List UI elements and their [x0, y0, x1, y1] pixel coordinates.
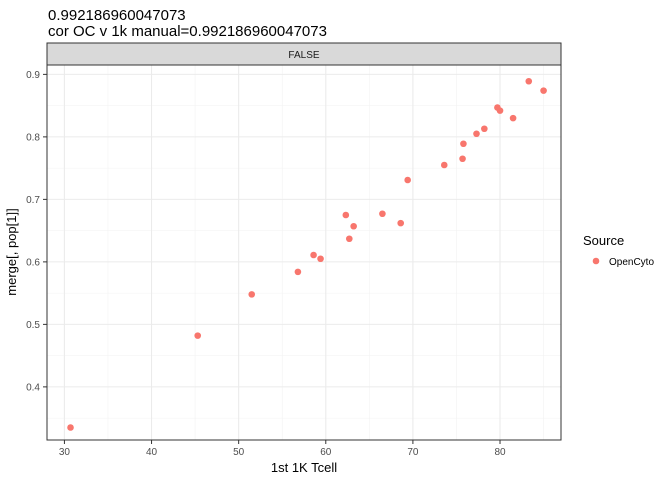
data-point — [509, 114, 517, 122]
chart-subtitle: cor OC v 1k manual=0.992186960047073 — [48, 23, 327, 40]
data-point — [317, 255, 324, 263]
x-tick-label: 80 — [494, 447, 506, 458]
data-point — [473, 130, 480, 138]
data-point — [525, 77, 533, 85]
data-point — [379, 210, 386, 218]
plot-panel-border — [46, 64, 562, 441]
y-tick-label: 0.9 — [26, 70, 40, 81]
data-point — [310, 251, 317, 259]
data-point — [540, 87, 547, 94]
y-axis-title: merge[, pop[1]] — [4, 208, 19, 295]
major-gridlines — [47, 65, 561, 440]
y-tick-label: 0.5 — [26, 320, 40, 331]
x-tick-label: 50 — [233, 447, 245, 458]
data-point — [194, 332, 202, 339]
y-tick-label: 0.7 — [26, 195, 40, 206]
data-point — [346, 235, 353, 243]
x-axis-title: 1st 1K Tcell — [271, 460, 337, 475]
legend: Source OpenCyto — [583, 233, 654, 268]
x-axis: 30 40 50 60 70 80 — [59, 440, 506, 458]
data-point — [404, 176, 411, 184]
data-point — [481, 125, 488, 133]
legend-key-opencyto — [592, 257, 600, 265]
y-axis: 0.4 0.5 0.6 0.7 0.8 0.9 — [26, 70, 47, 393]
data-point — [248, 291, 256, 298]
data-points — [67, 77, 547, 431]
x-tick-label: 30 — [59, 447, 71, 458]
minor-gridlines — [47, 65, 561, 440]
x-tick-label: 60 — [320, 447, 332, 458]
plot-panel — [47, 65, 561, 440]
data-point — [459, 155, 466, 163]
y-tick-label: 0.6 — [26, 257, 40, 268]
y-tick-label: 0.4 — [26, 382, 40, 393]
data-point — [397, 219, 405, 227]
y-tick-label: 0.8 — [26, 132, 40, 143]
data-point — [440, 161, 448, 169]
data-point — [460, 140, 467, 148]
data-point — [67, 424, 74, 431]
legend-label-opencyto: OpenCyto — [609, 257, 654, 268]
x-tick-label: 40 — [146, 447, 158, 458]
facet-strip-label: FALSE — [288, 50, 319, 61]
data-point — [342, 211, 350, 219]
data-point — [350, 222, 357, 230]
chart-title: 0.992186960047073 — [48, 7, 186, 24]
x-tick-label: 70 — [407, 447, 419, 458]
legend-title: Source — [583, 233, 624, 248]
data-point — [496, 107, 504, 114]
data-point — [294, 268, 302, 276]
